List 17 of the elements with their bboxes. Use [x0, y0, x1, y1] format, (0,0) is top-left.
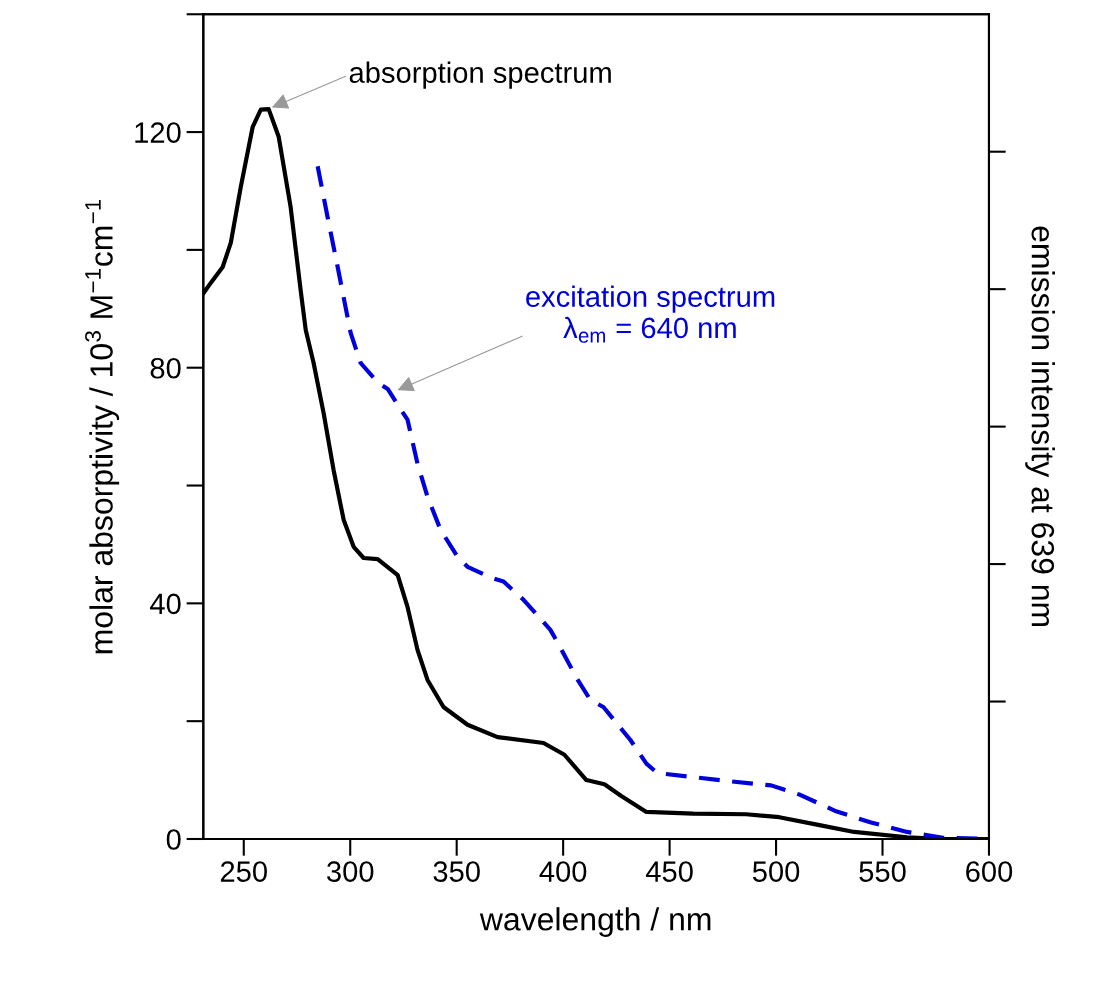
annotation: excitation spectrum λ$_{em}$ = 640 nm — [526, 285, 775, 343]
y-tick-label: 80 — [150, 357, 181, 379]
y2-axis-title: emission intensity at 639 nm — [1025, 226, 1055, 627]
x-tick-label: 550 — [859, 861, 906, 882]
y-tick-label: 120 — [135, 122, 181, 143]
x-tick-label: 250 — [220, 861, 267, 882]
x-axis-title: wavelength / nm — [479, 907, 711, 937]
y-axis-title: molar absorptivity / 10$^{3}$ M$^{−1}$cm$^{−1}$ — [85, 199, 120, 654]
y-tick-label: 40 — [150, 593, 181, 615]
annotation: absorption spectrum — [349, 61, 611, 89]
x-tick-label: 500 — [752, 861, 800, 882]
x-tick-label: 300 — [327, 861, 374, 882]
y-tick-label: 0 — [166, 829, 181, 850]
x-tick-label: 600 — [966, 861, 1013, 882]
x-tick-label: 400 — [539, 861, 587, 882]
x-tick-label: 350 — [433, 861, 480, 882]
x-tick-label: 450 — [645, 861, 693, 882]
